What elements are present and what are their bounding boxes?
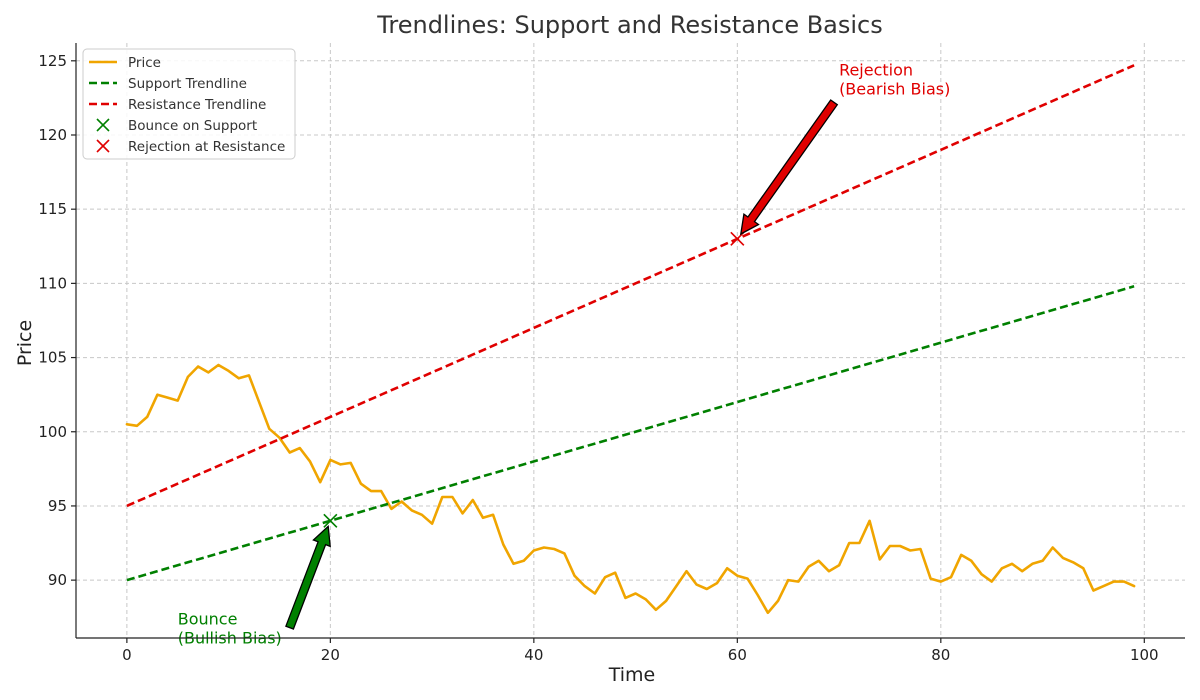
y-tick-label: 105 xyxy=(38,349,67,367)
annotations: Rejection(Bearish Bias)Bounce(Bullish Bi… xyxy=(178,61,951,648)
legend-item-price: Price xyxy=(89,55,161,71)
legend-item-resistance-trendline: Resistance Trendline xyxy=(89,97,266,113)
y-tick-label: 125 xyxy=(38,52,67,70)
support-trendline-line xyxy=(126,285,1135,582)
bounce-on-support-marker xyxy=(323,513,338,528)
bounce-annotation-text: Bounce xyxy=(178,610,238,629)
legend-item-support-trendline: Support Trendline xyxy=(89,76,247,92)
legend-swatch xyxy=(96,118,110,132)
markers xyxy=(323,231,745,528)
x-tick-label: 80 xyxy=(931,646,950,664)
rejection-annotation: Rejection(Bearish Bias) xyxy=(739,61,950,236)
x-tick-label: 0 xyxy=(122,646,132,664)
y-tick-label: 120 xyxy=(38,126,67,144)
y-tick-label: 115 xyxy=(38,200,67,218)
rejection-arrow xyxy=(739,99,839,236)
chart-title: Trendlines: Support and Resistance Basic… xyxy=(376,11,883,39)
grid xyxy=(76,43,1185,638)
plot-area xyxy=(125,64,1136,615)
x-tick-label: 60 xyxy=(728,646,747,664)
y-tick-label: 110 xyxy=(38,274,67,292)
x-tick-label: 100 xyxy=(1130,646,1159,664)
rejection-at-resistance-marker xyxy=(730,231,745,246)
legend-swatch xyxy=(96,139,110,153)
legend-item-bounce-on-support: Bounce on Support xyxy=(96,118,257,134)
rejection-annotation-text: Rejection xyxy=(839,61,913,80)
y-tick-label: 95 xyxy=(48,497,67,515)
legend-label: Resistance Trendline xyxy=(128,97,266,113)
x-tick-label: 40 xyxy=(524,646,543,664)
y-tick-label: 100 xyxy=(38,423,67,441)
legend-item-rejection-at-resistance: Rejection at Resistance xyxy=(96,139,285,155)
legend: Price Support Trendline Resistance Trendli… xyxy=(82,48,296,160)
legend-label: Price xyxy=(128,55,161,71)
price-line xyxy=(125,363,1136,615)
legend-label: Bounce on Support xyxy=(128,118,257,134)
tick-labels: 0 20 40 60 80 100 90 95 100 105 110 115 120 125 xyxy=(38,52,1158,664)
resistance-trendline-line xyxy=(126,64,1135,508)
bounce-arrow xyxy=(285,525,331,630)
rejection-annotation-text: (Bearish Bias) xyxy=(839,80,950,99)
x-tick-label: 20 xyxy=(321,646,340,664)
axes xyxy=(71,43,1185,643)
y-tick-label: 90 xyxy=(48,571,67,589)
legend-label: Support Trendline xyxy=(128,76,247,92)
legend-label: Rejection at Resistance xyxy=(128,139,285,155)
x-axis-label: Time xyxy=(608,664,656,686)
legend-box xyxy=(82,48,296,160)
y-axis-label: Price xyxy=(14,320,36,366)
